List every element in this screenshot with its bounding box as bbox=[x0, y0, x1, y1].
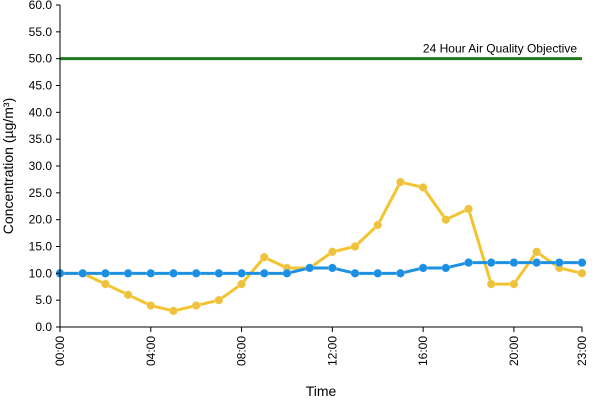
series-2 bbox=[55, 258, 587, 278]
data-point bbox=[327, 263, 337, 273]
data-point bbox=[214, 295, 224, 305]
data-point bbox=[441, 215, 451, 225]
data-point bbox=[464, 258, 474, 268]
data-point bbox=[395, 268, 405, 278]
data-point bbox=[350, 242, 360, 252]
data-point bbox=[259, 268, 269, 278]
data-point bbox=[464, 204, 474, 214]
data-point bbox=[78, 268, 88, 278]
data-point bbox=[373, 220, 383, 230]
data-point bbox=[146, 268, 156, 278]
data-point bbox=[237, 279, 247, 289]
data-point bbox=[418, 263, 428, 273]
y-tick-label: 0.0 bbox=[35, 320, 52, 334]
data-point bbox=[123, 290, 133, 300]
data-point bbox=[259, 252, 269, 262]
data-point bbox=[305, 263, 315, 273]
y-tick-label: 55.0 bbox=[29, 25, 53, 39]
data-point bbox=[146, 301, 156, 311]
y-tick-label: 45.0 bbox=[29, 79, 53, 93]
data-point bbox=[214, 268, 224, 278]
x-ticks: 00:00 04:00 08:00 12:00 16:00 20:00 23:00 bbox=[53, 327, 589, 366]
data-point bbox=[168, 306, 178, 316]
series-line bbox=[60, 261, 582, 275]
data-point bbox=[486, 258, 496, 268]
data-point bbox=[554, 258, 564, 268]
data-point bbox=[100, 268, 110, 278]
data-point bbox=[237, 268, 247, 278]
x-tick-label: 16:00 bbox=[416, 336, 430, 366]
data-point bbox=[418, 182, 428, 192]
x-tick-label: 08:00 bbox=[235, 336, 249, 366]
data-point bbox=[532, 247, 542, 257]
y-tick-label: 30.0 bbox=[29, 159, 53, 173]
data-point bbox=[509, 258, 519, 268]
data-point bbox=[168, 268, 178, 278]
data-point bbox=[577, 268, 587, 278]
data-point bbox=[191, 301, 201, 311]
x-tick-label: 20:00 bbox=[507, 336, 521, 366]
y-tick-label: 5.0 bbox=[35, 293, 52, 307]
y-tick-label: 40.0 bbox=[29, 105, 53, 119]
data-point bbox=[123, 268, 133, 278]
x-tick-label: 04:00 bbox=[144, 336, 158, 366]
data-point bbox=[486, 279, 496, 289]
data-point bbox=[282, 268, 292, 278]
data-point bbox=[373, 268, 383, 278]
x-tick-label: 12:00 bbox=[325, 336, 339, 366]
series-1 bbox=[55, 177, 587, 316]
reference-line-label: 24 Hour Air Quality Objective bbox=[423, 42, 577, 56]
series-line bbox=[60, 180, 583, 313]
y-tick-label: 60.0 bbox=[29, 0, 53, 12]
y-tick-label: 10.0 bbox=[29, 266, 53, 280]
y-axis-title: Concentration (µg/m³) bbox=[0, 98, 16, 234]
y-tick-label: 15.0 bbox=[29, 240, 53, 254]
data-point bbox=[509, 279, 519, 289]
y-tick-label: 25.0 bbox=[29, 186, 53, 200]
data-point bbox=[191, 268, 201, 278]
data-point bbox=[395, 177, 405, 187]
data-point bbox=[327, 247, 337, 257]
data-point bbox=[532, 258, 542, 268]
x-tick-label: 23:00 bbox=[575, 336, 589, 366]
data-point bbox=[100, 279, 110, 289]
y-tick-label: 20.0 bbox=[29, 213, 53, 227]
data-point bbox=[441, 263, 451, 273]
data-point bbox=[577, 258, 587, 268]
x-axis-title: Time bbox=[306, 383, 337, 399]
y-tick-label: 35.0 bbox=[29, 132, 53, 146]
x-tick-label: 00:00 bbox=[53, 336, 67, 366]
y-tick-label: 50.0 bbox=[29, 52, 53, 66]
y-ticks: 0.0 5.0 10.0 15.0 20.0 25.0 30.0 35.0 40.0 45.0 50… bbox=[29, 0, 60, 334]
series-layer bbox=[55, 177, 587, 316]
data-point bbox=[350, 268, 360, 278]
